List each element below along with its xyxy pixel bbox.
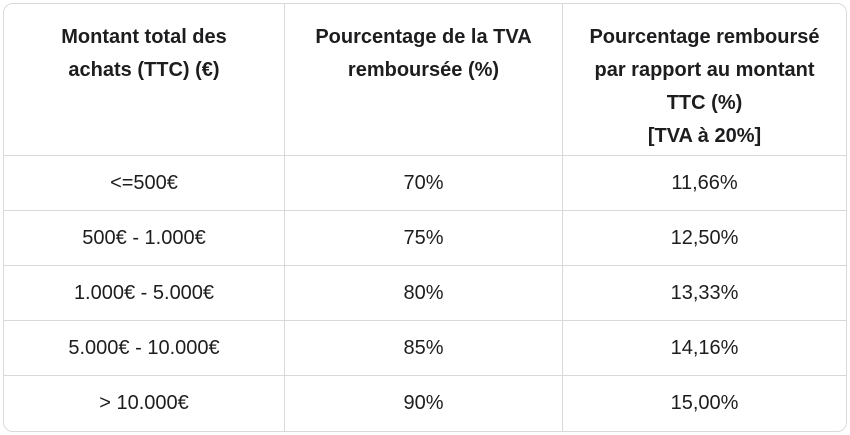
table-cell-montant: 500€ - 1.000€ [4,211,285,266]
table-cell-rembourse-pct: 15,00% [563,376,846,431]
table-cell-rembourse-pct: 12,50% [563,211,846,266]
table-grid: Montant total des achats (TTC) (€) Pourc… [4,4,846,431]
table-cell-tva-pct: 85% [285,321,563,376]
table-cell-tva-pct: 70% [285,156,563,211]
table-cell-tva-pct: 90% [285,376,563,431]
table-cell-tva-pct: 75% [285,211,563,266]
table-cell-montant: > 10.000€ [4,376,285,431]
table-cell-montant: <=500€ [4,156,285,211]
table-cell-montant: 5.000€ - 10.000€ [4,321,285,376]
table-cell-tva-pct: 80% [285,266,563,321]
table-cell-rembourse-pct: 11,66% [563,156,846,211]
table-cell-rembourse-pct: 13,33% [563,266,846,321]
header-cell-montant-total: Montant total des achats (TTC) (€) [4,4,285,156]
table-cell-rembourse-pct: 14,16% [563,321,846,376]
tva-refund-table: Montant total des achats (TTC) (€) Pourc… [3,3,847,432]
table-cell-montant: 1.000€ - 5.000€ [4,266,285,321]
header-cell-pourcentage-rembourse: Pourcentage remboursé par rapport au mon… [563,4,846,156]
header-cell-pourcentage-tva: Pourcentage de la TVA remboursée (%) [285,4,563,156]
